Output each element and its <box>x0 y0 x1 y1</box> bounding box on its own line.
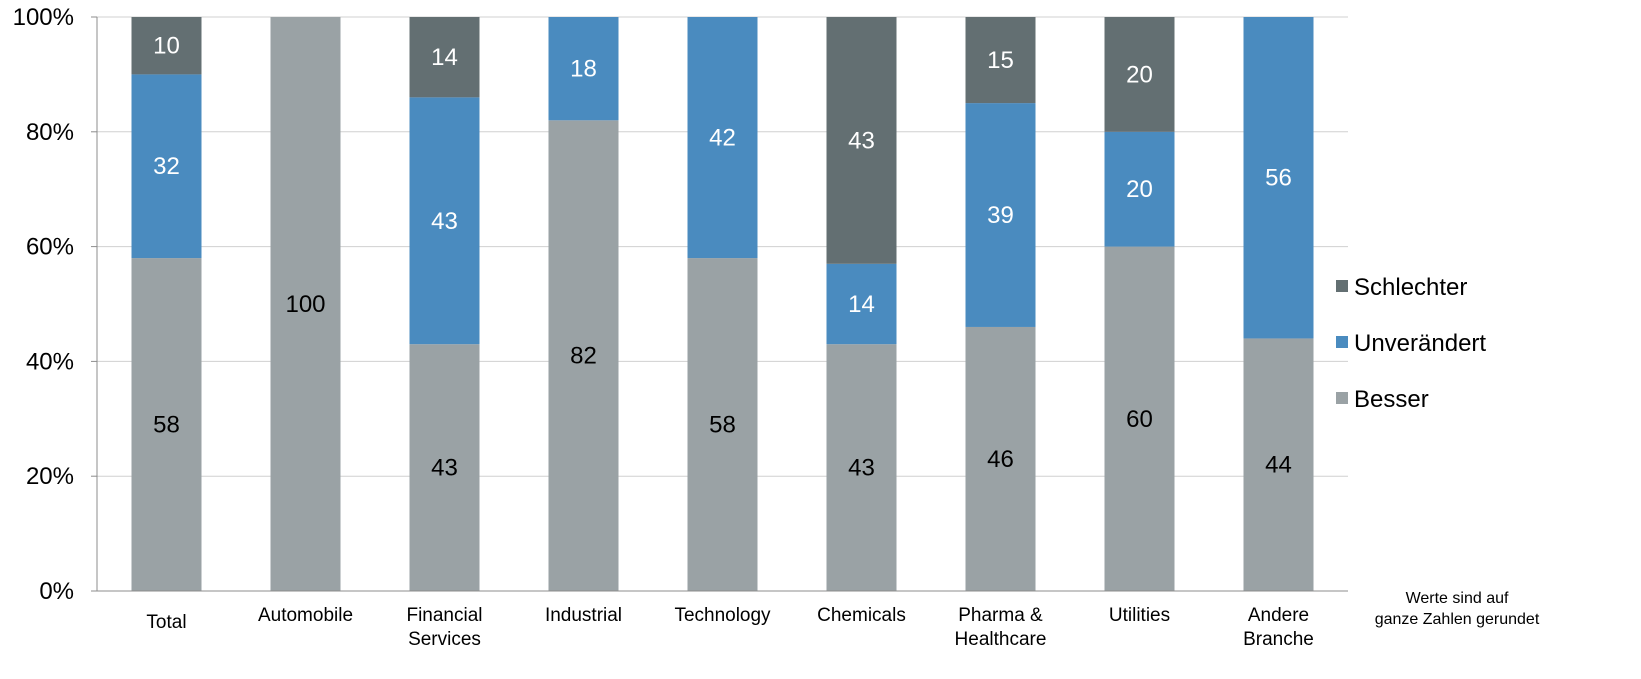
data-label: 58 <box>709 412 736 439</box>
data-label: 15 <box>987 47 1014 74</box>
data-label: 58 <box>153 412 180 439</box>
y-tick-label: 20% <box>26 463 74 490</box>
bar-segment <box>409 344 480 591</box>
legend-label: Besser <box>1354 386 1429 413</box>
y-tick-label: 0% <box>39 578 74 605</box>
x-category-label: Utilities <box>1109 605 1170 626</box>
x-category-label: Chemicals <box>817 605 906 626</box>
data-label: 14 <box>848 291 875 318</box>
footnote-line: ganze Zahlen gerundet <box>1375 611 1540 628</box>
data-label: 43 <box>848 127 875 154</box>
data-label: 14 <box>431 44 458 71</box>
data-labels: 58 32 10 100 43 43 14 82 18 58 42 43 14 43 46 39 15 60 20 2… <box>153 33 1292 482</box>
legend-label: Unverändert <box>1354 330 1486 357</box>
bar-segment <box>687 258 758 591</box>
x-category-label: Financial Services <box>406 605 482 650</box>
legend-swatch <box>1336 280 1348 292</box>
data-label: 43 <box>848 455 875 482</box>
bar-segment <box>131 258 202 591</box>
bar-segment <box>131 17 202 75</box>
data-label: 32 <box>153 153 180 180</box>
data-label: 39 <box>987 202 1014 229</box>
bar-segment <box>826 17 897 264</box>
bar-segment <box>270 17 341 591</box>
bar-segment <box>1243 17 1314 339</box>
legend-swatch <box>1336 336 1348 348</box>
data-label: 20 <box>1126 61 1153 88</box>
data-label: 20 <box>1126 176 1153 203</box>
data-label: 100 <box>285 291 325 318</box>
data-label: 56 <box>1265 165 1292 192</box>
bars <box>131 17 1314 591</box>
y-tick-label: 100% <box>13 4 74 31</box>
bar-segment <box>826 263 897 345</box>
y-tick-label: 60% <box>26 234 74 261</box>
axes: 0% 20% 40% 60% 80% 100% Total Automobile Financi… <box>13 4 1348 650</box>
bar-segment <box>548 17 619 121</box>
bar-segment <box>409 97 480 345</box>
legend-swatch <box>1336 392 1348 404</box>
y-tick-label: 40% <box>26 348 74 375</box>
data-label: 60 <box>1126 406 1153 433</box>
legend-label: Schlechter <box>1354 274 1467 301</box>
bar-segment <box>131 74 202 259</box>
bar-segment <box>409 17 480 98</box>
bar-segment <box>1104 17 1175 132</box>
legend: Schlechter Unverändert Besser <box>1336 274 1486 413</box>
x-category-label: Pharma & Healthcare <box>955 605 1047 650</box>
data-label: 42 <box>709 125 736 152</box>
bar-segment <box>1243 338 1314 591</box>
bar-segment <box>826 344 897 591</box>
x-category-label: Total <box>146 612 186 633</box>
bar-segment <box>1104 131 1175 247</box>
data-label: 43 <box>431 455 458 482</box>
data-label: 44 <box>1265 452 1292 479</box>
x-category-label: Technology <box>674 605 771 626</box>
y-tick-label: 80% <box>26 119 74 146</box>
x-category-label: Andere Branche <box>1243 605 1314 650</box>
bar-segment <box>965 326 1036 591</box>
bar-segment <box>687 17 758 259</box>
data-label: 10 <box>153 33 180 60</box>
data-label: 46 <box>987 446 1014 473</box>
x-category-label: Industrial <box>545 605 622 626</box>
bar-segment <box>548 120 619 591</box>
footnote-line: Werte sind auf <box>1406 590 1509 607</box>
bar-segment <box>965 17 1036 104</box>
x-category-label: Automobile <box>258 605 353 626</box>
data-label: 43 <box>431 208 458 235</box>
data-label: 18 <box>570 56 597 83</box>
footnote: Werte sind auf ganze Zahlen gerundet <box>1375 590 1540 628</box>
data-label: 82 <box>570 343 597 370</box>
bar-segment <box>1104 246 1175 591</box>
bar-segment <box>965 103 1036 327</box>
